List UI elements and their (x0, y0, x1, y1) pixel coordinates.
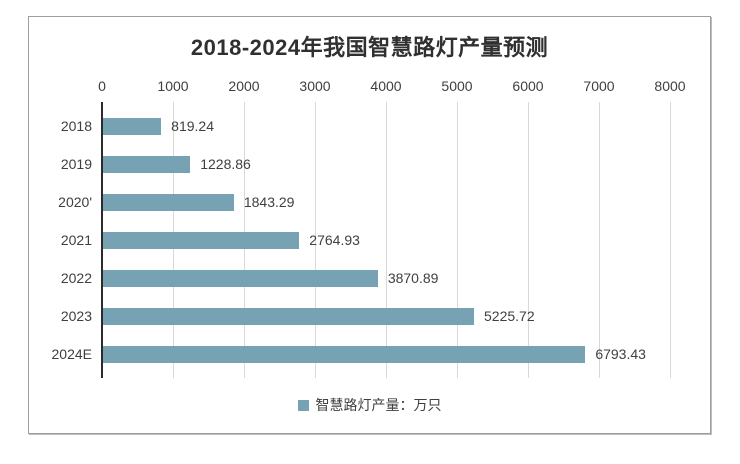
x-tick-label: 4000 (370, 78, 402, 94)
legend-label: 智慧路灯产量：万只 (315, 397, 442, 413)
x-tick-label: 5000 (441, 78, 473, 94)
value-label: 2764.93 (309, 232, 360, 248)
gridline (599, 102, 600, 378)
category-label: 2019 (60, 156, 92, 172)
x-tick-label: 6000 (512, 78, 544, 94)
bar (103, 155, 191, 173)
gridline (315, 102, 316, 378)
x-tick-label: 3000 (299, 78, 331, 94)
legend: 智慧路灯产量：万只 (29, 395, 710, 415)
bar (103, 231, 300, 249)
bar (103, 117, 162, 135)
value-label: 1228.86 (200, 156, 251, 172)
category-label: 2018 (60, 118, 92, 134)
value-label: 819.24 (171, 118, 214, 134)
category-label: 2020' (58, 194, 92, 210)
y-axis-line (101, 102, 103, 378)
category-label: 2023 (60, 308, 92, 324)
gridline (528, 102, 529, 378)
x-tick-label: 7000 (583, 78, 615, 94)
gridline (670, 102, 671, 378)
category-label: 2021 (60, 232, 92, 248)
legend-swatch-icon (297, 399, 309, 411)
bar (103, 193, 234, 211)
chart-title: 2018-2024年我国智慧路灯产量预测 (190, 35, 549, 60)
x-tick-label: 2000 (228, 78, 260, 94)
x-axis: 0 1000 2000 3000 4000 5000 6000 7000 8000 (98, 77, 685, 95)
bar (103, 307, 475, 325)
bar (103, 269, 378, 287)
x-tick-label: 8000 (654, 78, 686, 94)
plot-area: 2018 819.24 2019 1228.86 2020' 1843.29 2021 276… (52, 102, 671, 378)
chart-frame: 2018-2024年我国智慧路灯产量预测 0 1000 2000 3000 4000 50… (28, 16, 711, 434)
category-label: 2022 (60, 270, 92, 286)
value-label: 3870.89 (387, 270, 439, 286)
gridline (386, 102, 387, 378)
bar (103, 345, 586, 363)
x-tick-label: 0 (98, 78, 106, 94)
value-label: 5225.72 (484, 308, 535, 324)
gridline (457, 102, 458, 378)
category-label: 2024E (51, 346, 92, 362)
x-tick-label: 1000 (157, 78, 189, 94)
value-label: 6793.43 (595, 346, 646, 362)
value-label: 1843.29 (243, 194, 295, 210)
